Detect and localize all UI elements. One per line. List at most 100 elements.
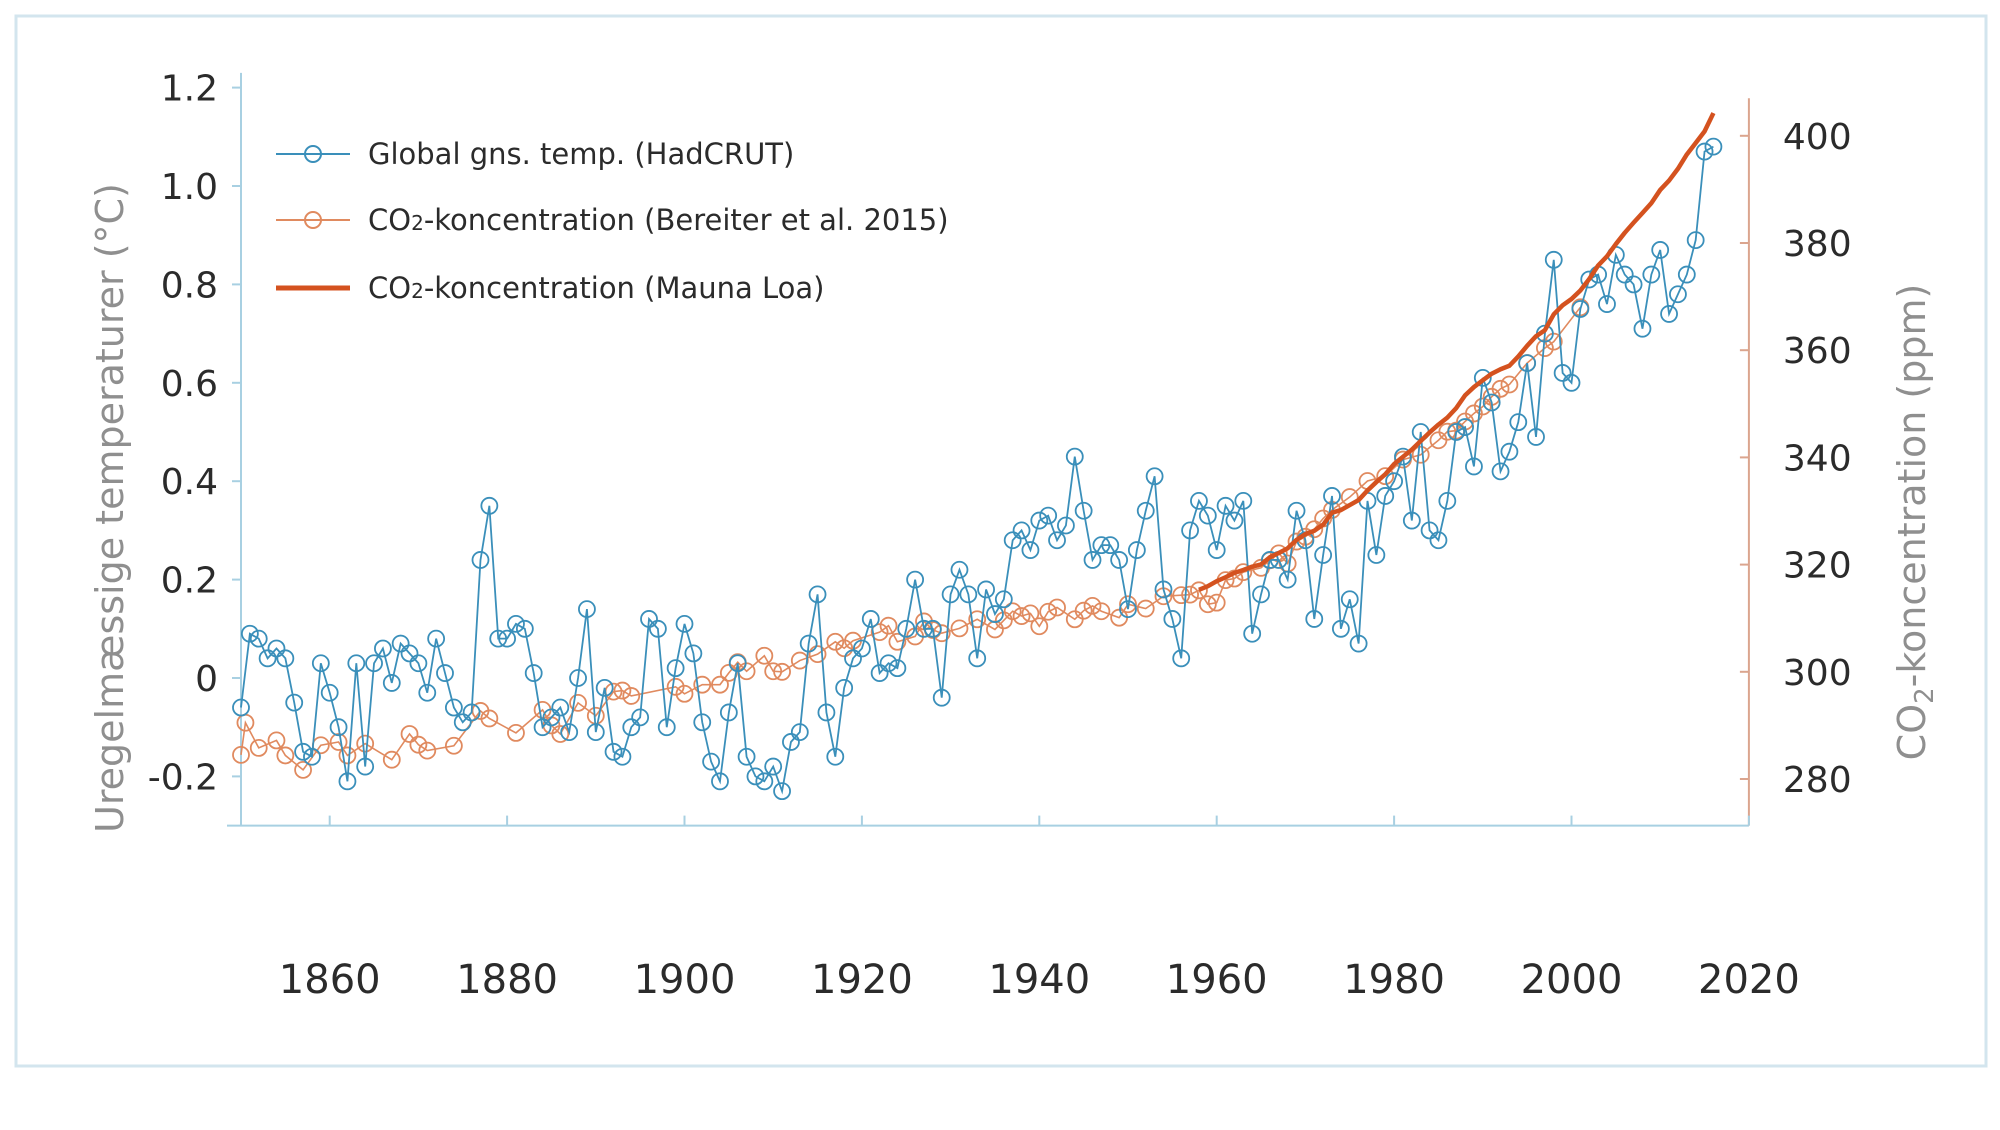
temperature-point: [728, 654, 747, 673]
temperature-point: [533, 718, 552, 737]
temperature-point: [1012, 521, 1031, 540]
temperature-point: [631, 708, 650, 727]
temperature-point: [1571, 300, 1590, 318]
temperature-point: [835, 678, 854, 697]
bereiter-point: [994, 611, 1013, 630]
x-tick-label: 1900: [634, 957, 736, 1003]
temperature-point: [1323, 487, 1341, 505]
temperature-point: [1039, 506, 1058, 525]
bereiter-point: [551, 725, 570, 743]
temperature-point: [613, 747, 632, 766]
y-right-tick-label: 340: [1783, 438, 1852, 479]
y-right-tick-label: 360: [1783, 331, 1852, 372]
temperature-point: [1181, 521, 1199, 540]
temperature-point: [719, 703, 738, 722]
temperature-point: [1402, 511, 1421, 530]
bereiter-point: [773, 662, 791, 681]
temperature-point: [1225, 511, 1244, 530]
bereiter-point: [1465, 404, 1483, 423]
temperature-point: [1243, 624, 1262, 643]
temperature-point: [1136, 501, 1155, 520]
y-right-axis-label: CO2-koncentration (ppm): [1890, 284, 1940, 761]
temperature-point: [1119, 600, 1137, 619]
temperature-point: [444, 698, 463, 717]
temperature-point: [773, 782, 791, 801]
temperature-point: [1677, 265, 1696, 284]
bereiter-point: [622, 687, 641, 705]
temperature-point: [915, 619, 933, 638]
temperature-point: [657, 718, 676, 737]
temperature-point: [258, 649, 277, 668]
temperature-point: [1553, 364, 1572, 382]
bereiter-point: [968, 610, 987, 629]
bereiter-point: [1190, 581, 1208, 600]
temperature-point: [436, 664, 454, 682]
temperature-point: [595, 678, 614, 697]
y-right-tick-label: 280: [1783, 760, 1852, 801]
temperature-point: [1003, 531, 1022, 550]
bereiter-point: [1172, 586, 1191, 605]
temperature-point: [1190, 491, 1208, 510]
bereiter-point: [1048, 598, 1066, 617]
temperature-point: [1278, 570, 1297, 589]
bereiter-point: [870, 623, 889, 642]
temperature-point: [1145, 467, 1164, 486]
temperature-point: [285, 693, 304, 712]
bereiter-point: [693, 675, 712, 694]
bereiter-point: [1074, 601, 1093, 620]
temperature-point: [950, 560, 969, 579]
temperature-point: [1438, 491, 1457, 510]
temperature-point: [1101, 536, 1120, 555]
temperature-point: [711, 772, 729, 791]
temperature-point: [276, 649, 295, 668]
bereiter-point: [808, 645, 827, 664]
temperature-point: [1314, 546, 1333, 564]
temperature-point: [338, 772, 357, 791]
bereiter-point: [888, 632, 907, 651]
temperature-point: [994, 590, 1013, 609]
temperature-point: [1083, 551, 1102, 569]
temperature-point: [320, 683, 339, 702]
temperature-point: [640, 610, 658, 628]
temperature-point: [1057, 516, 1075, 535]
y-right-tick-label: 320: [1783, 546, 1852, 587]
temperature-point: [232, 698, 250, 717]
x-tick-label: 1860: [279, 957, 381, 1003]
temperature-point: [1633, 319, 1652, 338]
temperature-point: [498, 629, 517, 648]
bereiter-point: [338, 746, 357, 765]
temperature-point: [1686, 231, 1705, 250]
temperature-point: [586, 723, 605, 742]
temperature-point: [1518, 354, 1537, 373]
temperature-point: [897, 619, 916, 638]
temperature-point: [693, 713, 712, 732]
chart-frame: [14, 14, 1988, 1068]
temperature-point: [1527, 428, 1545, 446]
temperature-point: [303, 747, 321, 766]
bereiter-point: [1438, 422, 1457, 441]
x-tick-label: 2020: [1698, 957, 1800, 1003]
temperature-point: [1509, 413, 1528, 432]
temperature-point: [1172, 649, 1191, 668]
temperature-point: [515, 619, 534, 638]
temperature-point: [1429, 531, 1448, 550]
temperature-point: [782, 733, 800, 751]
y-left-tick-label: 0.4: [161, 462, 218, 503]
temperature-point: [932, 688, 951, 707]
temperature-point: [1021, 541, 1040, 559]
temperature-point: [853, 639, 871, 658]
bereiter-point: [329, 733, 348, 751]
temperature-point: [1305, 610, 1324, 628]
temperature-point: [1207, 541, 1226, 559]
y-left-tick-label: 0.2: [161, 561, 218, 602]
bereiter-point: [613, 681, 632, 700]
temperature-line: [240, 145, 1714, 795]
bereiter-point: [418, 741, 437, 760]
bereiter-point: [1500, 375, 1519, 394]
temperature-point: [267, 639, 286, 658]
bereiter-point: [1030, 617, 1049, 636]
temperature-point: [480, 496, 499, 515]
temperature-point: [1198, 506, 1217, 525]
temperature-point: [986, 605, 1004, 623]
